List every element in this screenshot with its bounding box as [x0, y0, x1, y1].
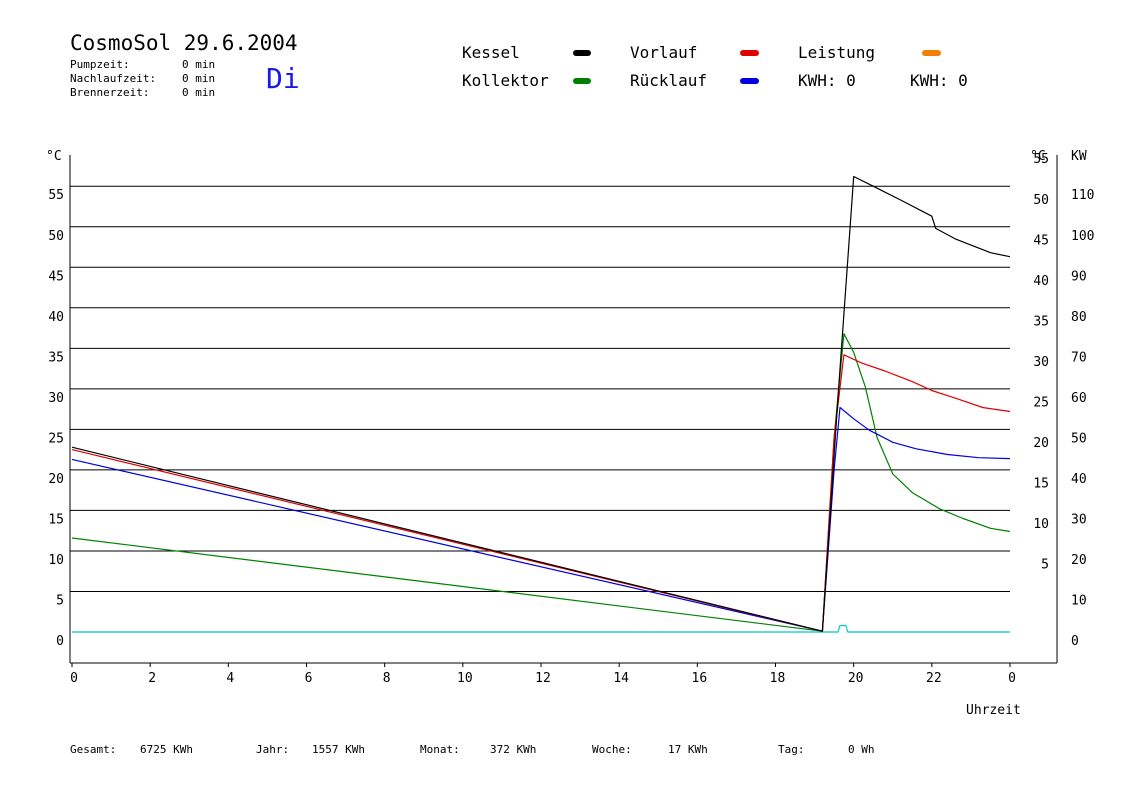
footer-value: 0 Wh — [848, 743, 875, 756]
y-right-tick-label: 20 — [1033, 436, 1049, 451]
kw-tick-label: 60 — [1071, 391, 1087, 406]
x-axis-label: Uhrzeit — [966, 703, 1021, 718]
kw-tick-label: 10 — [1071, 593, 1087, 608]
series-line-kessel — [71, 175, 1011, 632]
footer-label: Monat: — [420, 743, 460, 756]
footer-value: 6725 KWh — [140, 743, 193, 756]
y-right-tick-label: 45 — [1033, 233, 1049, 248]
footer-totals: Gesamt: 6725 KWh Jahr: 1557 KWh Monat: 3… — [70, 743, 875, 756]
y-right-tick-label: 30 — [1033, 355, 1049, 370]
legend-label-kollektor: Kollektor — [462, 71, 549, 90]
y-right-tick-label: 15 — [1033, 476, 1049, 491]
y-right-tick-label: 10 — [1033, 517, 1049, 532]
y-right-tick-label: 25 — [1033, 395, 1049, 410]
footer-value: 1557 KWh — [312, 743, 365, 756]
x-tick-label: 0 — [70, 671, 78, 686]
chart-title: CosmoSol 29.6.2004 — [70, 31, 298, 55]
footer-label: Gesamt: — [70, 743, 116, 756]
kw-tick-label: 70 — [1071, 350, 1087, 365]
legend: Kessel Vorlauf Leistung Kollektor Rückla… — [462, 43, 968, 90]
footer-label: Tag: — [778, 743, 805, 756]
series-line-rcklauf — [71, 406, 1011, 632]
series-line-kollektor — [71, 333, 1011, 632]
kw-tick-label: 20 — [1071, 553, 1087, 568]
x-tick-label: 4 — [226, 671, 234, 686]
kw-tick-label: 110 — [1071, 188, 1094, 203]
kw-tick-label: 80 — [1071, 310, 1087, 325]
y-left-tick-label: 35 — [48, 350, 64, 365]
kw-tick-label: 100 — [1071, 229, 1094, 244]
x-tick-label: 10 — [457, 671, 473, 686]
y-right-tick-label: 35 — [1033, 314, 1049, 329]
y-left-tick-label: 5 — [56, 593, 64, 608]
y-left-tick-label: 10 — [48, 553, 64, 568]
kw-tick-label: 0 — [1071, 634, 1079, 649]
y-left-tick-label: 50 — [48, 229, 64, 244]
kwh-readout-1: KWH: 0 — [798, 71, 856, 90]
y-left-tick-label: 0 — [56, 634, 64, 649]
series-line-leistung — [72, 624, 1010, 633]
y-left-tick-label: 20 — [48, 472, 64, 487]
footer-label: Jahr: — [256, 743, 289, 756]
stat-value: 0 min — [182, 86, 215, 99]
plot-area: °C0510152025303540455055°C51015202530354… — [46, 149, 1094, 686]
y-left-tick-label: 15 — [48, 512, 64, 527]
kw-tick-label: 40 — [1071, 472, 1087, 487]
kw-tick-label: 30 — [1071, 512, 1087, 527]
stat-value: 0 min — [182, 72, 215, 85]
footer-value: 17 KWh — [668, 743, 708, 756]
x-tick-label: 18 — [770, 671, 786, 686]
y-left-tick-label: 55 — [48, 188, 64, 203]
legend-label-leistung: Leistung — [798, 43, 875, 62]
y-right-tick-label: 40 — [1033, 274, 1049, 289]
y-left-tick-label: 40 — [48, 310, 64, 325]
x-tick-label: 14 — [613, 671, 629, 686]
y-right-tick-label: 50 — [1033, 193, 1049, 208]
legend-label-ruecklauf: Rücklauf — [630, 71, 707, 90]
y-right-tick-label: 55 — [1033, 152, 1049, 167]
kw-axis-unit: KW — [1071, 149, 1087, 164]
legend-label-vorlauf: Vorlauf — [630, 43, 697, 62]
x-tick-label: 0 — [1008, 671, 1016, 686]
x-tick-label: 16 — [692, 671, 708, 686]
kwh-readout-2: KWH: 0 — [910, 71, 968, 90]
y-left-unit: °C — [46, 149, 62, 164]
x-tick-label: 20 — [848, 671, 864, 686]
weekday-label: Di — [266, 62, 300, 95]
y-right-unit: °C — [1030, 149, 1046, 164]
x-tick-label: 2 — [148, 671, 156, 686]
stat-label: Pumpzeit: — [70, 58, 130, 71]
stat-label: Nachlaufzeit: — [70, 72, 156, 85]
y-left-tick-label: 30 — [48, 391, 64, 406]
footer-value: 372 KWh — [490, 743, 536, 756]
y-left-tick-label: 45 — [48, 269, 64, 284]
stat-value: 0 min — [182, 58, 215, 71]
x-tick-label: 6 — [305, 671, 313, 686]
stats-block: Pumpzeit: 0 min Nachlaufzeit: 0 min Bren… — [70, 58, 215, 99]
y-left-tick-label: 25 — [48, 431, 64, 446]
footer-label: Woche: — [592, 743, 632, 756]
y-right-tick-label: 5 — [1041, 557, 1049, 572]
stat-label: Brennerzeit: — [70, 86, 149, 99]
x-tick-label: 12 — [535, 671, 551, 686]
x-tick-label: 22 — [926, 671, 942, 686]
kw-tick-label: 50 — [1071, 431, 1087, 446]
kw-tick-label: 90 — [1071, 269, 1087, 284]
x-tick-label: 8 — [383, 671, 391, 686]
legend-label-kessel: Kessel — [462, 43, 520, 62]
series-line-vorlauf — [71, 354, 1011, 632]
